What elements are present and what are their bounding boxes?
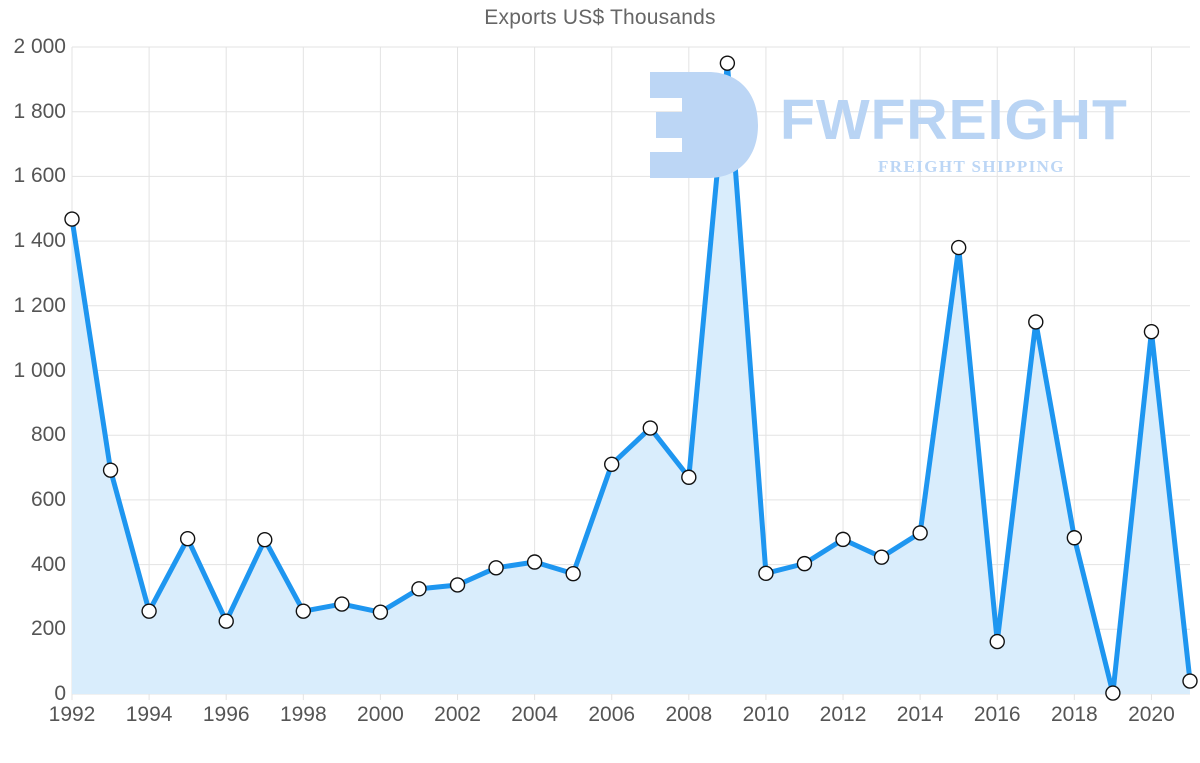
data-point-marker[interactable]: [681, 469, 697, 485]
y-axis-tick-label: 2 000: [13, 35, 66, 58]
data-line: [69, 60, 1193, 696]
data-point-marker[interactable]: [64, 211, 80, 227]
data-point-marker[interactable]: [642, 420, 658, 436]
y-axis-tick-label: 1 000: [13, 358, 66, 382]
data-point-marker[interactable]: [488, 560, 504, 576]
y-axis-tick-label: 600: [30, 487, 66, 511]
data-point-marker[interactable]: [1143, 323, 1160, 340]
data-point-marker[interactable]: [565, 565, 581, 582]
x-axis-tick-label: 2016: [973, 703, 1021, 726]
data-point-marker[interactable]: [218, 613, 234, 629]
y-axis-tick-label: 1 600: [13, 164, 66, 188]
data-point-marker[interactable]: [411, 581, 427, 597]
data-point-marker[interactable]: [102, 462, 119, 478]
x-axis-tick-label: 1998: [279, 703, 327, 726]
x-axis-tick-label: 2000: [357, 703, 404, 726]
y-axis-tick-label: 1 800: [13, 99, 66, 123]
data-point-marker[interactable]: [989, 633, 1005, 650]
data-point-marker[interactable]: [912, 525, 928, 541]
x-axis-tick-label: 1992: [48, 703, 96, 726]
area-fill: [72, 63, 1190, 695]
x-axis-tick-label: 1996: [202, 703, 250, 726]
data-point-marker[interactable]: [719, 55, 736, 71]
data-point-marker[interactable]: [334, 596, 350, 612]
x-axis-tick-label: 2006: [588, 703, 636, 726]
x-axis-tick-label: 2004: [511, 703, 558, 726]
y-axis-tick-label: 400: [30, 552, 66, 576]
x-axis-tick-label: 2002: [434, 703, 481, 726]
data-point-marker[interactable]: [758, 565, 774, 582]
x-axis-tick-label: 1994: [125, 703, 173, 726]
data-point-marker[interactable]: [796, 555, 813, 572]
data-point-markers: [64, 55, 1198, 701]
data-point-marker[interactable]: [372, 604, 389, 620]
data-point-marker[interactable]: [1105, 685, 1121, 701]
data-point-marker[interactable]: [179, 531, 196, 547]
x-axis-tick-label: 2012: [819, 703, 867, 726]
data-point-marker[interactable]: [1182, 673, 1198, 689]
data-point-marker[interactable]: [1028, 314, 1044, 330]
data-point-marker[interactable]: [141, 603, 157, 619]
x-axis-tick-label: 2018: [1050, 703, 1098, 726]
data-point-marker[interactable]: [604, 456, 620, 473]
data-point-marker[interactable]: [873, 549, 890, 565]
x-axis-tick-label: 2008: [665, 703, 713, 726]
data-point-marker[interactable]: [835, 531, 851, 548]
data-point-marker[interactable]: [526, 554, 543, 570]
x-axis-tick-label: 2020: [1128, 703, 1175, 726]
y-axis: 0 200 400 600 800 1 000 1 200 1 400 1 600 1 800 2 …: [0, 0, 66, 763]
data-point-marker[interactable]: [1066, 530, 1083, 546]
y-axis-tick-label: 200: [30, 617, 66, 641]
data-point-marker[interactable]: [257, 531, 273, 548]
y-axis-tick-label: 1 400: [13, 229, 66, 253]
y-axis-tick-label: 0: [54, 682, 66, 705]
chart-title: Exports US$ Thousands: [484, 6, 716, 29]
y-axis-tick-label: 1 200: [13, 293, 66, 317]
x-axis-tick-label: 2014: [896, 703, 944, 726]
data-point-marker[interactable]: [950, 239, 967, 256]
y-axis-tick-label: 800: [30, 423, 66, 447]
data-point-marker[interactable]: [295, 603, 312, 619]
data-point-marker[interactable]: [449, 577, 466, 593]
x-axis-tick-label: 2010: [742, 703, 790, 726]
